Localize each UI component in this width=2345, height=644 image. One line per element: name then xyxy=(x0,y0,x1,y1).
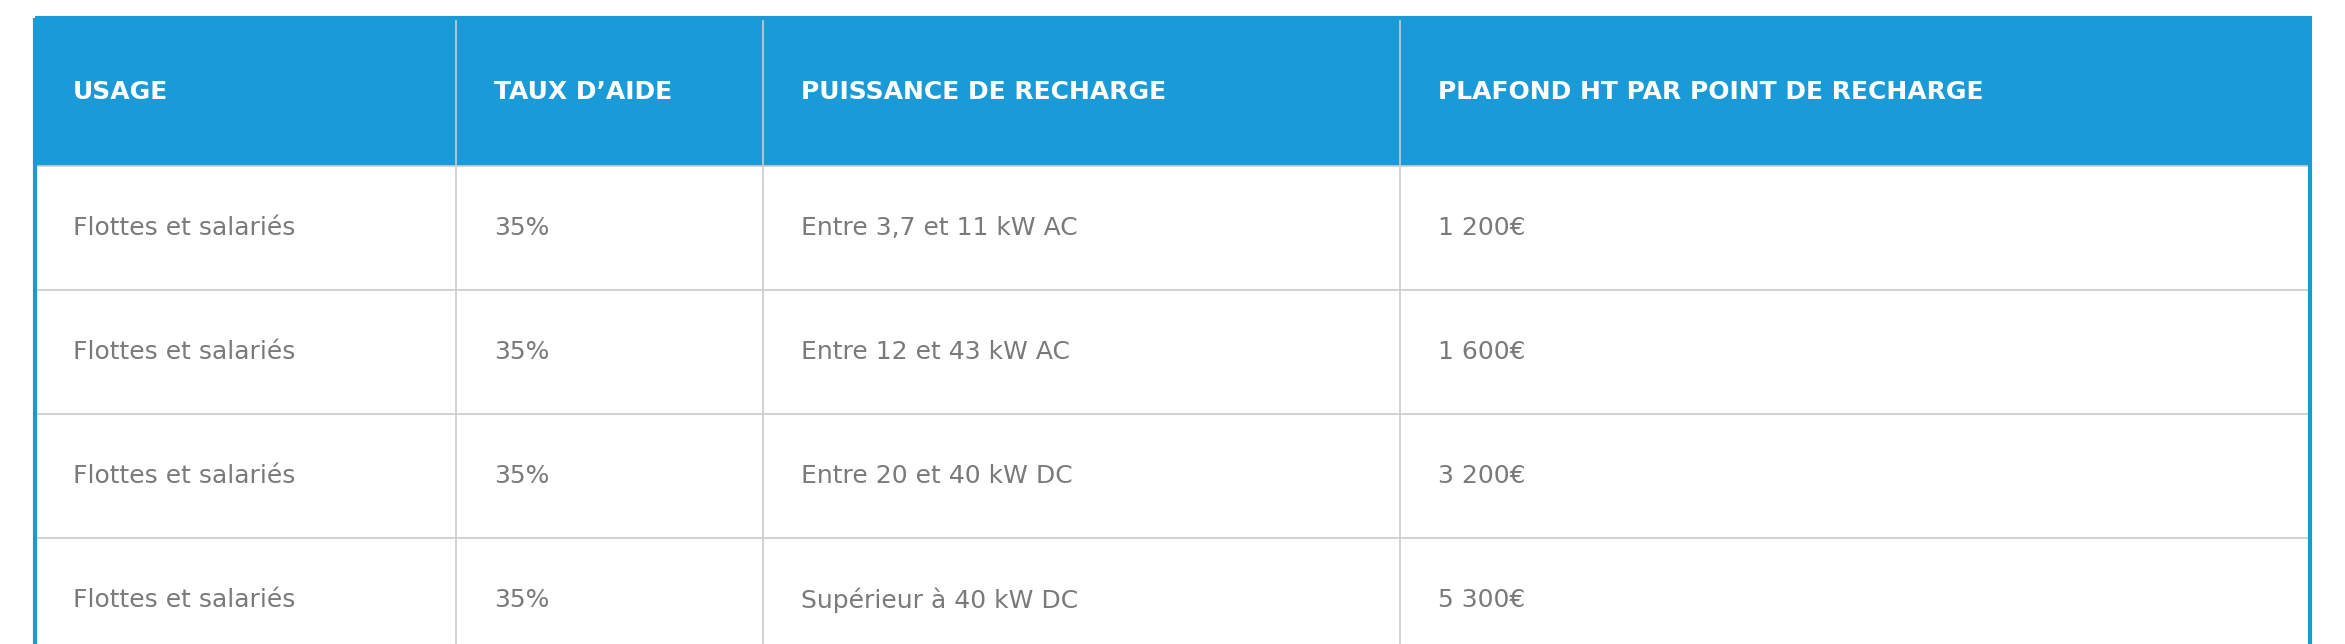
Text: Supérieur à 40 kW DC: Supérieur à 40 kW DC xyxy=(802,587,1079,612)
Bar xyxy=(35,538,2310,644)
Text: Flottes et salariés: Flottes et salariés xyxy=(73,216,295,240)
Text: 1 200€: 1 200€ xyxy=(1437,216,1527,240)
Text: 35%: 35% xyxy=(495,216,549,240)
Bar xyxy=(35,166,2310,290)
Text: 35%: 35% xyxy=(495,340,549,364)
Bar xyxy=(35,414,2310,538)
Text: 35%: 35% xyxy=(495,588,549,612)
Text: Flottes et salariés: Flottes et salariés xyxy=(73,340,295,364)
Text: Flottes et salariés: Flottes et salariés xyxy=(73,464,295,488)
Text: 1 600€: 1 600€ xyxy=(1437,340,1527,364)
Text: USAGE: USAGE xyxy=(73,80,169,104)
Text: Entre 20 et 40 kW DC: Entre 20 et 40 kW DC xyxy=(802,464,1072,488)
Text: PLAFOND HT PAR POINT DE RECHARGE: PLAFOND HT PAR POINT DE RECHARGE xyxy=(1437,80,1984,104)
Text: Entre 3,7 et 11 kW AC: Entre 3,7 et 11 kW AC xyxy=(802,216,1079,240)
Text: 3 200€: 3 200€ xyxy=(1437,464,1527,488)
Text: 35%: 35% xyxy=(495,464,549,488)
Text: Flottes et salariés: Flottes et salariés xyxy=(73,588,295,612)
Bar xyxy=(35,290,2310,414)
Text: TAUX D’AIDE: TAUX D’AIDE xyxy=(495,80,673,104)
Text: PUISSANCE DE RECHARGE: PUISSANCE DE RECHARGE xyxy=(802,80,1165,104)
Text: Entre 12 et 43 kW AC: Entre 12 et 43 kW AC xyxy=(802,340,1069,364)
Text: 5 300€: 5 300€ xyxy=(1437,588,1524,612)
Bar xyxy=(35,18,2310,166)
